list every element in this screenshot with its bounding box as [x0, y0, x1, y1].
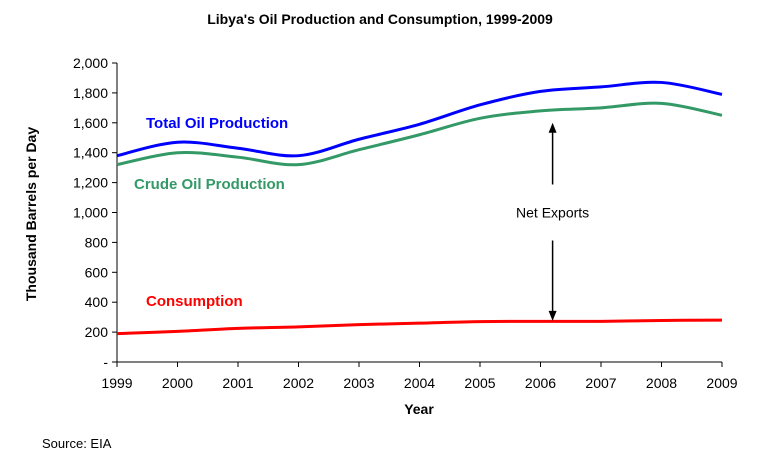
- net-exports-arrow-up-head: [548, 122, 557, 133]
- chart-title: Libya's Oil Production and Consumption, …: [207, 11, 553, 27]
- net-exports-label: Net Exports: [516, 205, 589, 221]
- source-note: Source: EIA: [42, 436, 112, 451]
- series-line-crude-oil-production: [116, 101, 723, 167]
- y-tick-label: 1,600: [73, 115, 108, 131]
- x-axis-label: Year: [404, 401, 434, 417]
- x-tick-label: 2009: [706, 375, 737, 391]
- x-tick-label: 2006: [525, 375, 556, 391]
- y-axis: - 200 400 600 800 1,000 1,200 1,400 1,600 1,800 2,…: [73, 55, 118, 370]
- y-tick-label: 2,000: [73, 55, 108, 71]
- y-tick-label: 1,400: [73, 145, 108, 161]
- x-tick-label: 2007: [585, 375, 616, 391]
- series-labels: Total Oil Production Crude Oil Production…: [134, 115, 288, 310]
- x-tick-label: 2003: [343, 375, 374, 391]
- y-tick-label: 200: [85, 324, 109, 340]
- series-line-consumption: [116, 318, 723, 336]
- series-label-total-oil-production: Total Oil Production: [146, 115, 288, 132]
- y-tick-label: 400: [85, 294, 109, 310]
- series-line-total-oil-production: [116, 80, 723, 158]
- x-tick-label: 2008: [646, 375, 677, 391]
- x-tick-label: 2004: [404, 375, 435, 391]
- x-tick-label: 2002: [283, 375, 314, 391]
- x-tick-label: 2000: [162, 375, 193, 391]
- series-layer: [116, 80, 723, 336]
- y-tick-label: 1,200: [73, 175, 108, 191]
- y-tick-label: 1,000: [73, 205, 108, 221]
- annotations: Net Exports: [516, 122, 589, 321]
- net-exports-arrow-down-head: [548, 310, 557, 321]
- y-tick-label: -: [103, 354, 108, 370]
- x-tick-label: 1999: [101, 375, 132, 391]
- y-axis-label: Thousand Barrels per Day: [23, 127, 39, 301]
- y-tick-label: 800: [85, 234, 109, 250]
- x-tick-label: 2001: [222, 375, 253, 391]
- x-axis: 1999 2000 2001 2002 2003 2004 2005 2006 2007 2008…: [101, 361, 738, 391]
- x-tick-label: 2005: [464, 375, 495, 391]
- series-label-crude-oil-production: Crude Oil Production: [134, 176, 285, 193]
- y-tick-label: 1,800: [73, 85, 108, 101]
- series-label-consumption: Consumption: [146, 293, 243, 310]
- y-tick-label: 600: [85, 264, 109, 280]
